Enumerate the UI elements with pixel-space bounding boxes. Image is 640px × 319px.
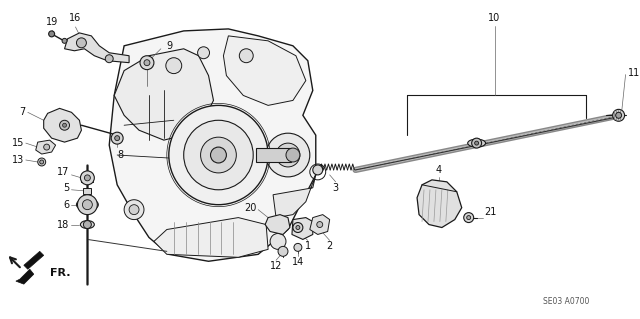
Circle shape — [83, 200, 92, 210]
Circle shape — [81, 171, 94, 185]
Text: 11: 11 — [628, 68, 640, 78]
Text: 19: 19 — [45, 17, 58, 27]
Circle shape — [270, 234, 286, 249]
Text: 21: 21 — [484, 207, 497, 217]
Polygon shape — [16, 269, 34, 284]
Text: 9: 9 — [167, 41, 173, 51]
Circle shape — [144, 60, 150, 66]
Circle shape — [278, 246, 288, 256]
Circle shape — [317, 222, 323, 227]
Circle shape — [198, 47, 209, 59]
Text: 6: 6 — [63, 200, 70, 210]
Polygon shape — [24, 251, 44, 269]
Text: 4: 4 — [436, 165, 442, 175]
Text: 20: 20 — [244, 203, 256, 213]
Circle shape — [239, 49, 253, 63]
Polygon shape — [109, 29, 316, 261]
Polygon shape — [44, 108, 81, 142]
Text: 5: 5 — [63, 183, 70, 193]
Polygon shape — [223, 36, 306, 105]
Polygon shape — [273, 175, 316, 218]
Text: 3: 3 — [333, 183, 339, 193]
Text: 16: 16 — [69, 13, 81, 23]
Circle shape — [40, 160, 44, 164]
Text: 18: 18 — [57, 219, 70, 230]
Circle shape — [76, 38, 86, 48]
Circle shape — [475, 141, 479, 145]
Circle shape — [83, 220, 92, 228]
Polygon shape — [292, 218, 313, 240]
Circle shape — [293, 223, 303, 233]
Polygon shape — [36, 140, 56, 154]
Text: 13: 13 — [12, 155, 24, 165]
Circle shape — [115, 136, 120, 141]
Circle shape — [612, 109, 625, 121]
Circle shape — [44, 144, 50, 150]
Circle shape — [111, 132, 123, 144]
Circle shape — [200, 137, 236, 173]
Bar — [81, 174, 93, 182]
Polygon shape — [114, 49, 214, 140]
Circle shape — [62, 38, 67, 43]
Text: 12: 12 — [270, 261, 282, 271]
Circle shape — [124, 200, 144, 219]
Circle shape — [313, 165, 323, 175]
Circle shape — [472, 138, 481, 148]
Polygon shape — [265, 215, 290, 234]
Bar — [256, 148, 291, 162]
Polygon shape — [154, 218, 268, 257]
Text: FR.: FR. — [50, 268, 70, 278]
Circle shape — [60, 120, 70, 130]
Polygon shape — [417, 180, 461, 227]
Circle shape — [184, 120, 253, 190]
Circle shape — [77, 195, 97, 215]
Ellipse shape — [81, 220, 94, 228]
Circle shape — [276, 143, 300, 167]
Circle shape — [467, 216, 470, 219]
Circle shape — [49, 31, 54, 37]
Circle shape — [294, 243, 302, 251]
Text: 1: 1 — [305, 241, 311, 251]
Text: 15: 15 — [12, 138, 24, 148]
Circle shape — [296, 226, 300, 229]
Circle shape — [616, 112, 621, 118]
Text: 8: 8 — [117, 150, 124, 160]
Polygon shape — [65, 33, 129, 63]
Circle shape — [140, 56, 154, 70]
Circle shape — [169, 105, 268, 205]
Polygon shape — [310, 215, 330, 234]
Ellipse shape — [468, 139, 486, 147]
Bar — [83, 188, 92, 194]
Text: 10: 10 — [488, 13, 500, 23]
Circle shape — [129, 205, 139, 215]
Circle shape — [464, 213, 474, 223]
Circle shape — [38, 158, 45, 166]
Circle shape — [84, 175, 90, 181]
Circle shape — [105, 55, 113, 63]
Circle shape — [166, 58, 182, 74]
Text: 17: 17 — [57, 167, 70, 177]
Text: 14: 14 — [292, 257, 304, 267]
Text: 7: 7 — [20, 107, 26, 117]
Circle shape — [63, 123, 67, 127]
Text: SE03 A0700: SE03 A0700 — [543, 297, 589, 306]
Circle shape — [286, 148, 300, 162]
Circle shape — [211, 147, 227, 163]
Ellipse shape — [76, 199, 99, 211]
Circle shape — [266, 133, 310, 177]
Text: 2: 2 — [326, 241, 333, 251]
